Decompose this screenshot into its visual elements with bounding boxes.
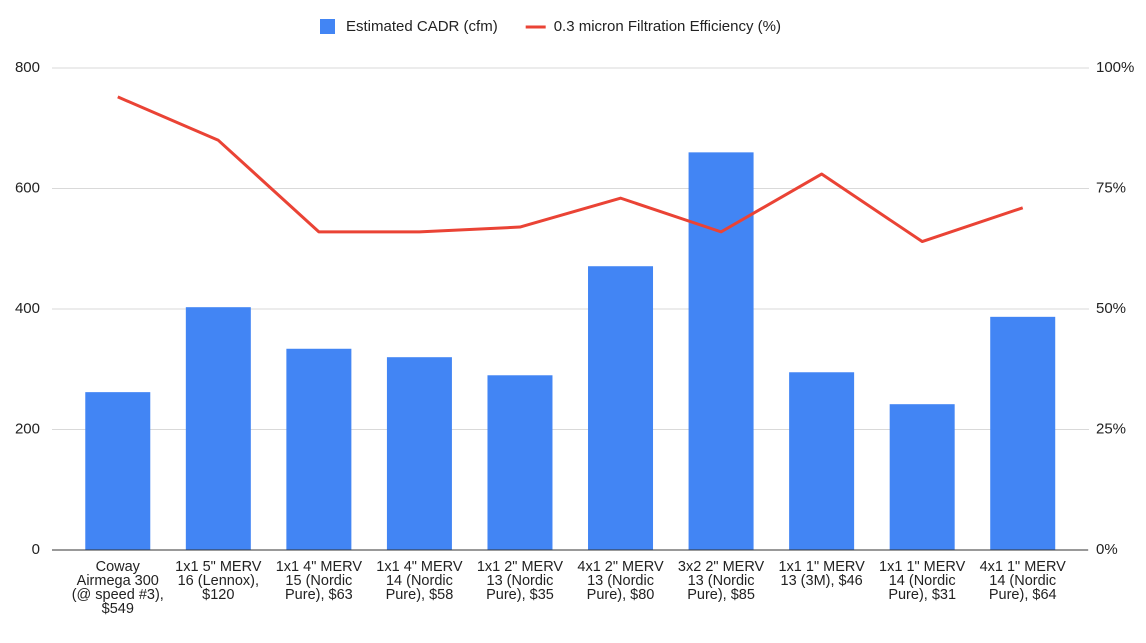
bar	[789, 372, 855, 550]
y-tick-label: 0	[32, 541, 40, 558]
bar	[889, 404, 955, 550]
y2-tick-label: 0%	[1096, 541, 1118, 558]
y2-tick-label: 50%	[1096, 300, 1126, 317]
bar	[688, 152, 754, 550]
y-tick-label: 200	[15, 420, 40, 437]
y-tick-label: 800	[15, 59, 40, 76]
y-tick-label: 400	[15, 300, 40, 317]
x-tick-label: 1x1 2" MERV 13 (Nordic Pure), $35	[476, 559, 564, 603]
x-tick-label: 1x1 1" MERV 13 (3M), $46	[778, 559, 865, 589]
x-tick-label: Coway Airmega 300 (@ speed #3), $549	[71, 559, 164, 617]
legend-label: 0.3 micron Filtration Efficiency (%)	[554, 18, 781, 35]
x-tick-label: 4x1 2" MERV 13 (Nordic Pure), $80	[577, 559, 664, 603]
x-tick-label: 1x1 4" MERV 14 (Nordic Pure), $58	[376, 559, 463, 603]
y-tick-label: 600	[15, 179, 40, 196]
legend-swatch	[320, 19, 335, 34]
x-tick-label: 1x1 4" MERV 15 (Nordic Pure), $63	[275, 559, 363, 603]
y2-tick-label: 75%	[1096, 179, 1126, 196]
y2-tick-label: 100%	[1096, 59, 1134, 76]
bar	[588, 266, 654, 550]
line	[117, 95, 1024, 244]
y2-tick-label: 25%	[1096, 420, 1126, 437]
bar	[386, 357, 452, 550]
x-tick-label: 1x1 1" MERV 14 (Nordic Pure), $31	[879, 559, 966, 603]
bar	[487, 375, 553, 550]
legend-label: Estimated CADR (cfm)	[346, 18, 498, 35]
bar	[185, 307, 251, 550]
bar	[286, 348, 352, 550]
bar	[85, 392, 151, 550]
bar	[990, 316, 1056, 550]
x-tick-label: 4x1 1" MERV 14 (Nordic Pure), $64	[979, 559, 1066, 603]
x-tick-label: 3x2 2" MERV 13 (Nordic Pure), $85	[677, 559, 765, 603]
x-tick-label: 1x1 5" MERV 16 (Lennox), $120	[175, 559, 262, 603]
